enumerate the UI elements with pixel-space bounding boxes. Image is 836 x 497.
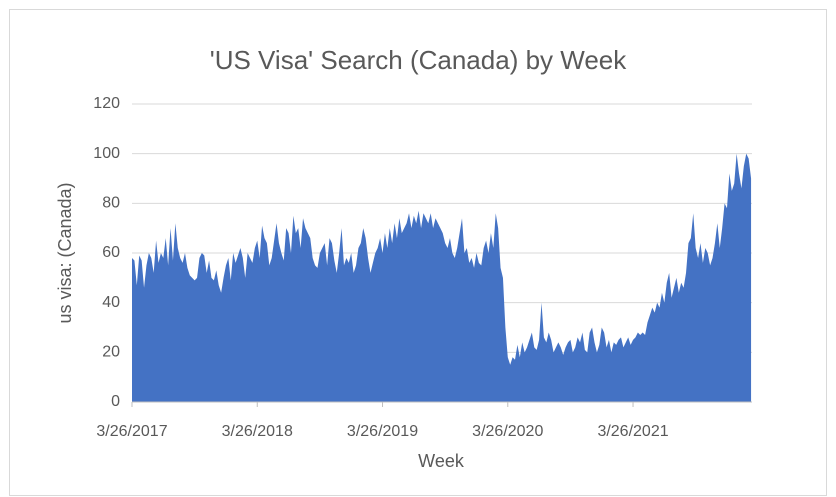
y-axis-label: us visa: (Canada) xyxy=(55,182,75,323)
y-tick-label: 20 xyxy=(102,344,120,361)
y-tick-label: 80 xyxy=(102,195,120,212)
x-tick-label: 3/26/2018 xyxy=(222,423,293,440)
y-tick-label: 120 xyxy=(93,95,120,112)
y-tick-label: 60 xyxy=(102,244,120,261)
y-tick-label: 100 xyxy=(93,145,120,162)
x-tick-label: 3/26/2019 xyxy=(347,423,418,440)
x-axis-label: Week xyxy=(418,451,465,471)
chart-title: 'US Visa' Search (Canada) by Week xyxy=(210,45,627,75)
y-tick-label: 0 xyxy=(111,393,120,410)
area xyxy=(132,153,752,402)
y-tick-label: 40 xyxy=(102,294,120,311)
x-tick-label: 3/26/2020 xyxy=(472,423,543,440)
x-tick-label: 3/26/2021 xyxy=(597,423,668,440)
x-tick-label: 3/26/2017 xyxy=(96,423,167,440)
